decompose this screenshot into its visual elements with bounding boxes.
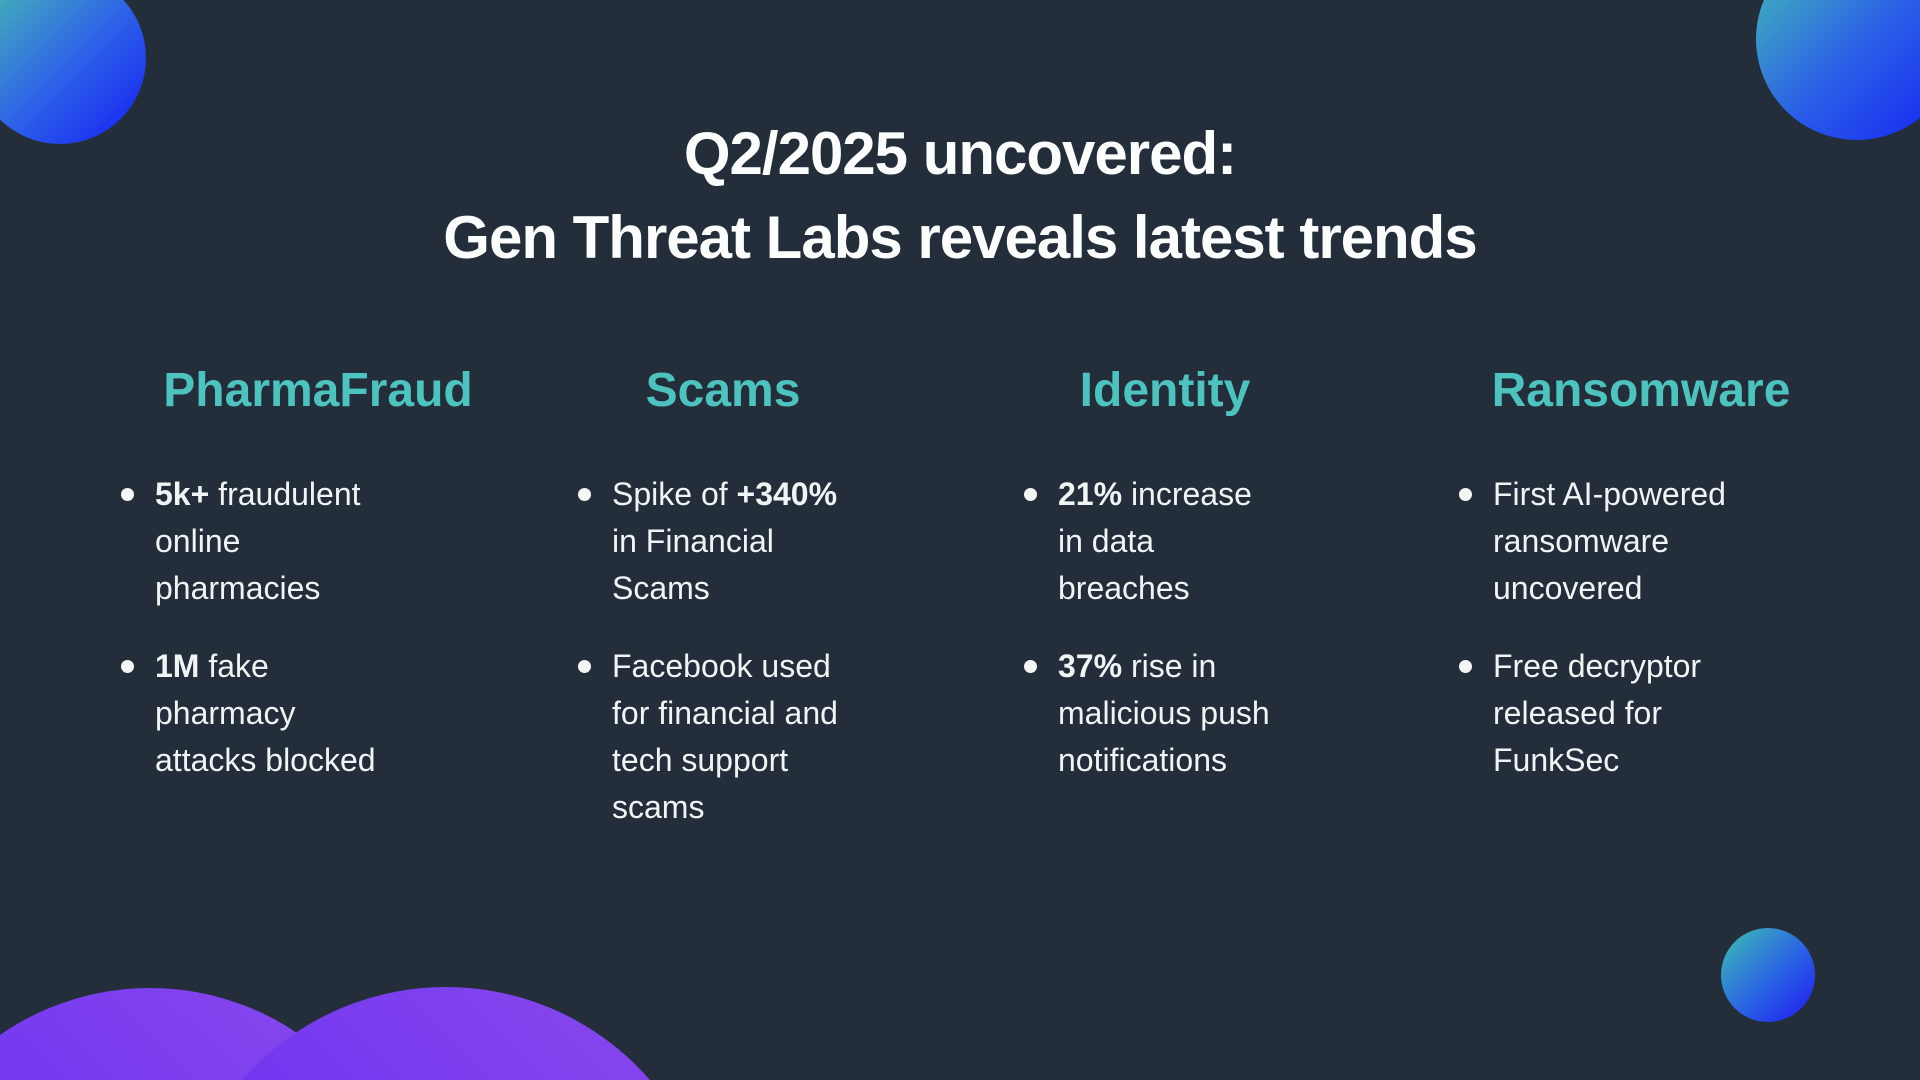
bullet-text-run: 5k+ <box>155 476 210 512</box>
column-scams: Scams Spike of +340% in Financial Scams Fa… <box>576 362 936 831</box>
bullet-text-run: fraudulent online pharmacies <box>155 476 361 606</box>
bullet-list: 21% increase in data breaches 37% rise in… <box>1022 471 1382 784</box>
bullet-text-run: First AI-powered ransomware uncovered <box>1493 476 1726 606</box>
column-ransomware: Ransomware First AI-powered ransomware un… <box>1457 362 1817 784</box>
column-heading: Identity <box>1079 364 1251 417</box>
bullet-text-run: 21% <box>1058 476 1123 512</box>
title-line-2: Gen Threat Labs reveals latest trends <box>443 204 1477 271</box>
bullet-dot-icon <box>1459 660 1472 673</box>
column-heading: Scams <box>645 364 801 417</box>
decor-circle-bottom-right-icon <box>1721 928 1815 1022</box>
bullet-text-run: Free decryptor released for FunkSec <box>1493 648 1702 778</box>
bullet-dot-icon <box>578 660 591 673</box>
bullet-text-run: increase in data breaches <box>1058 476 1252 606</box>
column-identity: Identity 21% increase in data breaches 37%… <box>1022 362 1382 784</box>
bullet-dot-icon <box>121 660 134 673</box>
bullet-item: First AI-powered ransomware uncovered <box>1457 471 1817 612</box>
title-line-1: Q2/2025 uncovered: <box>683 120 1237 187</box>
bullet-dot-icon <box>1459 488 1472 501</box>
bullet-text-run: 1M <box>155 648 200 684</box>
column-heading: Ransomware <box>1491 364 1791 417</box>
bullet-item: 21% increase in data breaches <box>1022 471 1382 612</box>
bullet-dot-icon <box>578 488 591 501</box>
bullet-text-run: fake pharmacy attacks blocked <box>155 648 376 778</box>
bullet-list: 5k+ fraudulent online pharmacies 1M fake … <box>119 471 479 784</box>
bullet-list: First AI-powered ransomware uncovered Fre… <box>1457 471 1817 784</box>
bullet-text-run: in Financial Scams <box>612 523 774 606</box>
bullet-dot-icon <box>1024 488 1037 501</box>
bullet-item: 37% rise in malicious push notifications <box>1022 643 1382 784</box>
bullet-item: Facebook used for financial and tech sup… <box>576 643 936 831</box>
column-heading: PharmaFraud <box>163 364 473 417</box>
page-title: Q2/2025 uncovered: Gen Threat Labs reveal… <box>0 112 1920 280</box>
bullet-list: Spike of +340% in Financial Scams Faceboo… <box>576 471 936 831</box>
bullet-dot-icon <box>1024 660 1037 673</box>
bullet-item: 1M fake pharmacy attacks blocked <box>119 643 479 784</box>
bullet-text-run: rise in malicious push notifications <box>1058 648 1270 778</box>
bullet-text-run: Facebook used for financial and tech sup… <box>612 648 838 825</box>
bullet-item: 5k+ fraudulent online pharmacies <box>119 471 479 612</box>
bullet-text-run: +340% <box>736 476 838 512</box>
bullet-item: Free decryptor released for FunkSec <box>1457 643 1817 784</box>
bullet-dot-icon <box>121 488 134 501</box>
column-pharmafraud: PharmaFraud 5k+ fraudulent online pharmac… <box>119 362 479 784</box>
bullet-text-run: 37% <box>1058 648 1123 684</box>
bullet-text-run: Spike of <box>612 476 737 512</box>
bullet-item: Spike of +340% in Financial Scams <box>576 471 936 612</box>
